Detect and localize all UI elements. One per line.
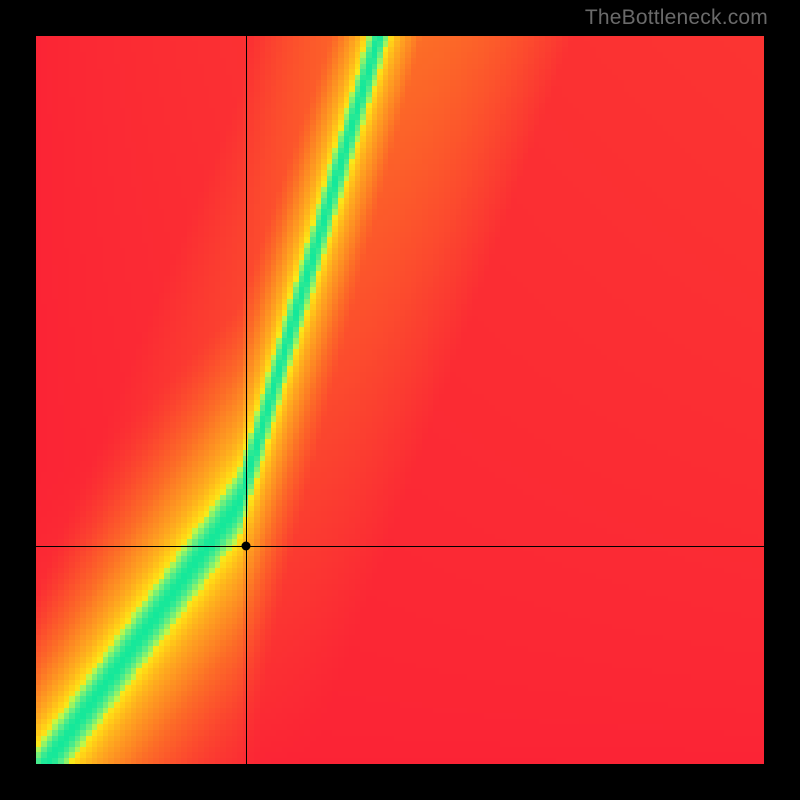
heatmap-plot: [36, 36, 764, 764]
crosshair-vertical: [246, 36, 247, 764]
watermark-text: TheBottleneck.com: [585, 6, 768, 30]
crosshair-marker: [241, 541, 250, 550]
heatmap-canvas: [36, 36, 764, 764]
crosshair-horizontal: [36, 546, 764, 547]
